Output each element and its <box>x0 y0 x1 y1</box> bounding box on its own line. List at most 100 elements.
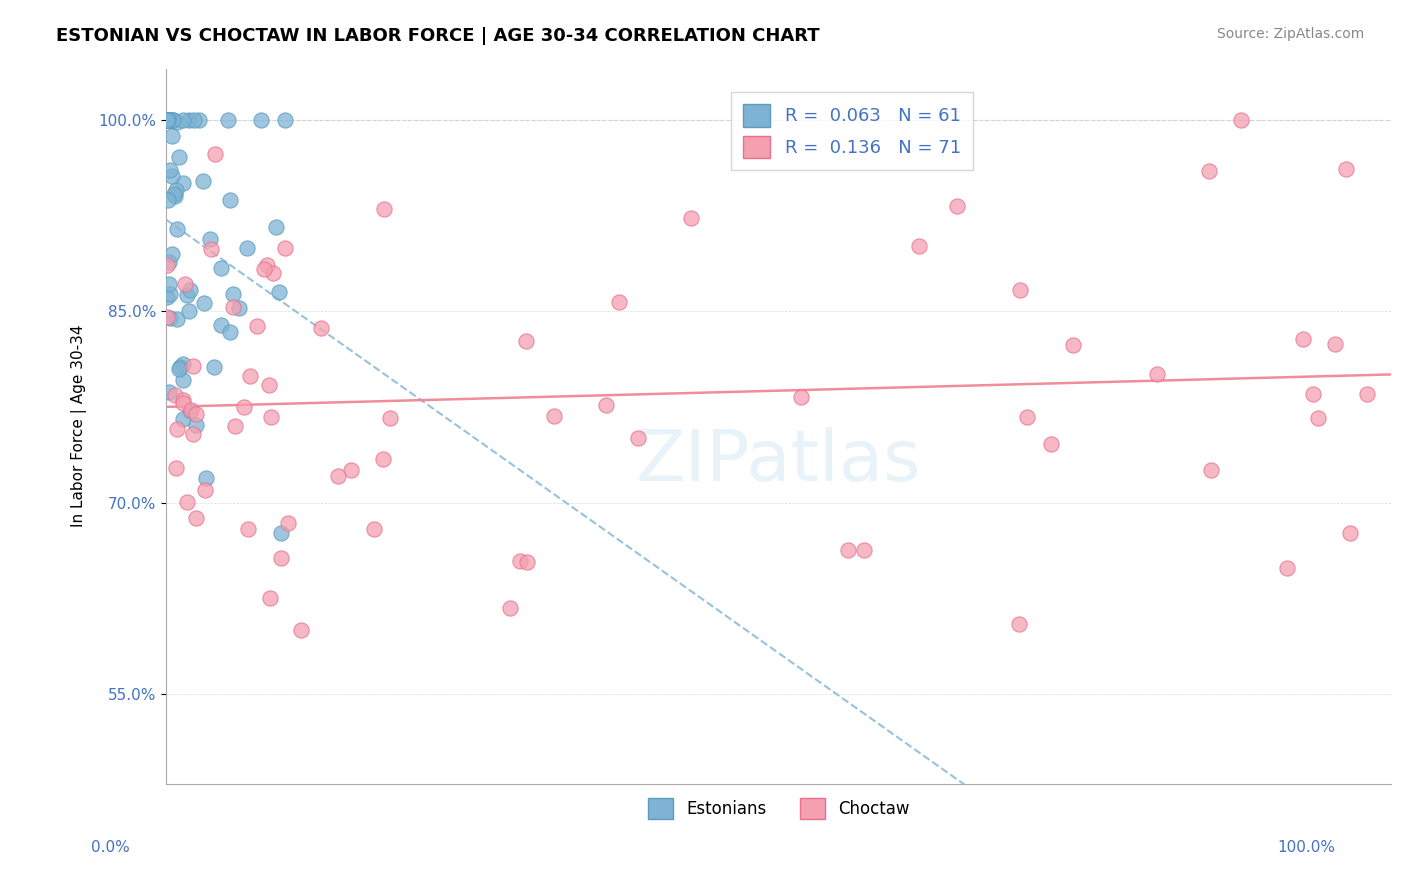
Estonians <box>264 220 287 235</box>
Choctaw <box>516 555 538 569</box>
Estonians <box>191 174 214 188</box>
Estonians <box>156 193 179 207</box>
Choctaw <box>609 295 631 310</box>
Choctaw <box>239 368 262 383</box>
Choctaw <box>515 334 537 348</box>
Choctaw <box>363 522 385 536</box>
Choctaw <box>274 241 297 255</box>
Estonians <box>162 112 184 127</box>
Choctaw <box>1008 616 1031 631</box>
Text: ZIPatlas: ZIPatlas <box>636 427 921 496</box>
Choctaw <box>262 266 284 280</box>
Choctaw <box>1008 283 1031 297</box>
Choctaw <box>311 321 333 335</box>
Estonians <box>157 112 180 127</box>
Choctaw <box>238 522 260 536</box>
Estonians <box>193 296 215 310</box>
Estonians <box>219 325 242 339</box>
Choctaw <box>165 461 187 475</box>
Estonians <box>267 285 290 299</box>
Estonians <box>270 526 292 541</box>
Estonians <box>172 373 194 387</box>
Text: ESTONIAN VS CHOCTAW IN LABOR FORCE | AGE 30-34 CORRELATION CHART: ESTONIAN VS CHOCTAW IN LABOR FORCE | AGE… <box>56 27 820 45</box>
Estonians <box>274 112 297 127</box>
Estonians <box>236 241 259 255</box>
Estonians <box>172 112 194 127</box>
Estonians <box>179 284 201 298</box>
Choctaw <box>595 398 617 412</box>
Estonians <box>159 112 181 127</box>
Estonians <box>163 189 186 203</box>
Choctaw <box>1292 332 1315 346</box>
Estonians <box>159 310 181 325</box>
Choctaw <box>270 550 292 565</box>
Choctaw <box>186 407 208 421</box>
Estonians <box>162 112 184 127</box>
Estonians <box>156 112 179 127</box>
Estonians <box>177 304 200 318</box>
Choctaw <box>172 392 194 407</box>
Choctaw <box>181 426 204 441</box>
Choctaw <box>246 319 269 334</box>
Estonians <box>179 404 201 418</box>
Choctaw <box>290 623 312 637</box>
Text: Source: ZipAtlas.com: Source: ZipAtlas.com <box>1216 27 1364 41</box>
Choctaw <box>1199 463 1222 477</box>
Estonians <box>163 187 186 202</box>
Choctaw <box>1323 337 1346 351</box>
Choctaw <box>183 359 205 373</box>
Choctaw <box>1040 437 1063 451</box>
Estonians <box>183 112 205 127</box>
Estonians <box>176 288 198 302</box>
Estonians <box>169 361 191 376</box>
Estonians <box>218 193 240 207</box>
Choctaw <box>1306 411 1329 425</box>
Text: 100.0%: 100.0% <box>1278 840 1336 855</box>
Choctaw <box>1062 338 1084 352</box>
Choctaw <box>340 463 363 477</box>
Estonians <box>159 112 181 127</box>
Choctaw <box>679 211 702 226</box>
Choctaw <box>1146 367 1168 381</box>
Choctaw <box>1355 387 1378 401</box>
Estonians <box>162 169 184 184</box>
Estonians <box>187 112 209 127</box>
Choctaw <box>172 396 194 410</box>
Choctaw <box>1229 112 1251 127</box>
Choctaw <box>156 258 179 272</box>
Choctaw <box>1015 410 1038 425</box>
Choctaw <box>221 300 243 314</box>
Choctaw <box>253 262 276 277</box>
Choctaw <box>1339 525 1361 540</box>
Estonians <box>159 287 181 301</box>
Estonians <box>194 471 217 485</box>
Estonians <box>198 232 221 246</box>
Estonians <box>209 318 232 332</box>
Estonians <box>166 311 188 326</box>
Choctaw <box>174 277 197 291</box>
Estonians <box>160 247 183 261</box>
Choctaw <box>499 600 522 615</box>
Choctaw <box>260 409 283 424</box>
Choctaw <box>373 202 395 216</box>
Estonians <box>159 162 181 177</box>
Estonians <box>166 222 188 236</box>
Choctaw <box>1302 387 1324 401</box>
Choctaw <box>1336 161 1358 176</box>
Text: 0.0%: 0.0% <box>91 840 131 855</box>
Estonians <box>156 112 179 127</box>
Choctaw <box>1198 164 1220 178</box>
Choctaw <box>945 199 967 213</box>
Choctaw <box>180 403 202 417</box>
Choctaw <box>509 554 531 568</box>
Choctaw <box>156 310 179 324</box>
Choctaw <box>204 146 226 161</box>
Estonians <box>177 112 200 127</box>
Estonians <box>186 418 208 433</box>
Estonians <box>169 359 191 374</box>
Choctaw <box>233 400 256 414</box>
Estonians <box>156 112 179 127</box>
Choctaw <box>790 390 813 404</box>
Choctaw <box>627 431 650 445</box>
Estonians <box>209 260 232 275</box>
